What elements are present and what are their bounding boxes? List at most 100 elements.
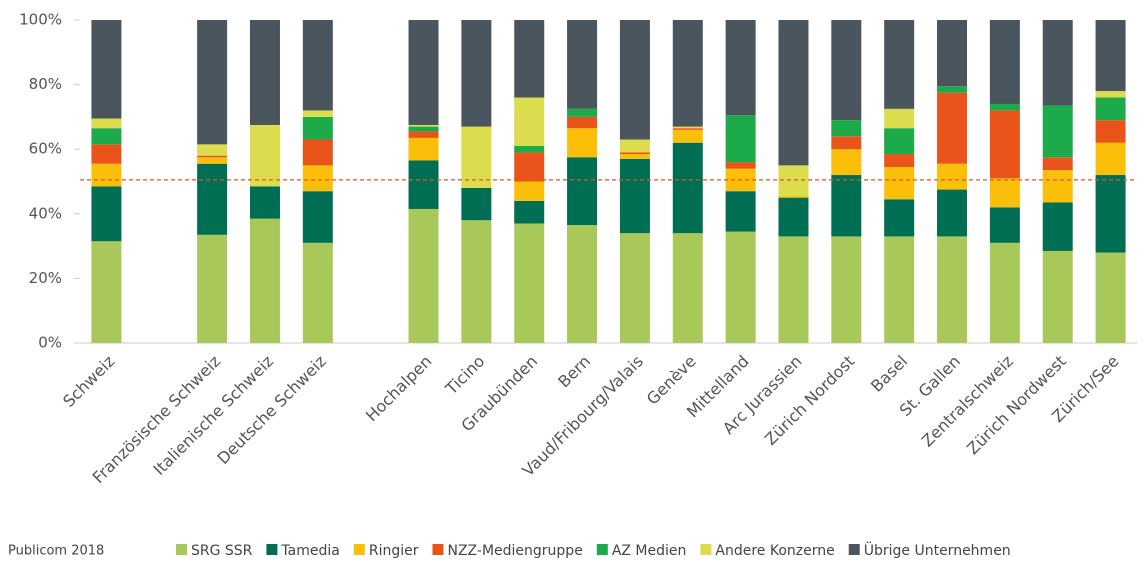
legend-swatch xyxy=(266,544,278,555)
bar-segment xyxy=(725,231,756,343)
bar-segment xyxy=(1095,142,1126,176)
bar-segment xyxy=(461,220,492,343)
bar-segment xyxy=(1042,157,1073,171)
legend-label: Übrige Unternehmen xyxy=(864,541,1011,559)
bar-segment xyxy=(302,242,333,343)
y-tick-label: 0% xyxy=(38,334,62,352)
bar-segment xyxy=(937,86,968,93)
bar-segment xyxy=(567,225,598,343)
bar-segment xyxy=(514,181,545,201)
y-tick-label: 100% xyxy=(19,11,62,29)
bar-segment xyxy=(1042,250,1073,343)
bar-segment xyxy=(831,120,862,137)
x-tick-label: Ticino xyxy=(441,352,488,399)
legend-swatch xyxy=(848,544,860,555)
bar-segment xyxy=(619,152,650,155)
bar-segment xyxy=(884,154,915,167)
legend-label: AZ Medien xyxy=(612,543,687,559)
bar-segment xyxy=(567,20,598,109)
bar-segment xyxy=(831,175,862,237)
bar-segment xyxy=(1095,175,1126,253)
bar-segment xyxy=(514,152,545,182)
x-tick-label: Zürich Nordost xyxy=(761,352,858,449)
bar-segment xyxy=(725,115,756,163)
bar-segment xyxy=(619,233,650,343)
bar-segment xyxy=(197,144,228,156)
bar-segment xyxy=(672,129,703,143)
x-tick-label: Hochalpen xyxy=(362,352,436,426)
legend-swatch xyxy=(353,544,365,555)
bar-segment xyxy=(302,139,333,166)
bar-segment xyxy=(249,218,280,343)
bar-segment xyxy=(778,236,809,343)
bar-segment xyxy=(1042,105,1073,158)
bar-segment xyxy=(831,136,862,150)
bar-segment xyxy=(197,163,228,235)
bar-segment xyxy=(989,103,1020,111)
y-tick-label: 20% xyxy=(29,269,62,287)
legend-label: Ringier xyxy=(369,543,419,559)
x-tick-label: Bern xyxy=(554,352,594,392)
bar-segment xyxy=(91,20,122,119)
bar-segment xyxy=(1042,20,1073,106)
bar-segment xyxy=(197,155,228,158)
bar-segment xyxy=(461,20,492,127)
bar-segment xyxy=(672,20,703,127)
bar-segment xyxy=(408,131,439,138)
bar-segment xyxy=(884,236,915,343)
legend-swatch xyxy=(596,544,608,555)
bar-segment xyxy=(884,166,915,200)
y-tick-label: 80% xyxy=(29,75,62,93)
bar-segment xyxy=(461,126,492,188)
bar-segment xyxy=(884,199,915,237)
bar-segment xyxy=(989,242,1020,343)
bar-segment xyxy=(302,165,333,192)
bar-segment xyxy=(831,20,862,121)
y-tick-label: 60% xyxy=(29,140,62,158)
bar-segment xyxy=(937,163,968,190)
bar-segment xyxy=(249,186,280,219)
bar-segment xyxy=(1095,97,1126,121)
bar-segment xyxy=(197,20,228,145)
bar-segment xyxy=(514,200,545,224)
bar-segment xyxy=(725,191,756,232)
bar-segment xyxy=(1042,170,1073,203)
bar-segment xyxy=(778,196,809,198)
x-tick-label: Basel xyxy=(867,352,911,396)
bar-segment xyxy=(672,126,703,129)
bar-segment xyxy=(91,186,122,242)
bar-segment xyxy=(989,110,1020,179)
bar-segment xyxy=(831,236,862,343)
bar-segment xyxy=(408,208,439,343)
bar-segment xyxy=(1095,20,1126,92)
bar-segment xyxy=(408,137,439,161)
bar-segment xyxy=(619,154,650,159)
bar-segment xyxy=(302,20,333,111)
bar-segment xyxy=(197,157,228,164)
x-tick-label: Zentralschweiz xyxy=(918,352,1017,451)
bar-segment xyxy=(408,20,439,125)
bar-segment xyxy=(461,187,492,221)
bar-segment xyxy=(778,165,809,197)
bar-segment xyxy=(884,108,915,129)
legend-swatch xyxy=(700,544,712,555)
bar-segment xyxy=(989,207,1020,243)
legend-label: SRG SSR xyxy=(191,543,253,559)
bar-segment xyxy=(884,20,915,109)
bar-segment xyxy=(884,128,915,155)
bar-segment xyxy=(91,128,122,145)
bar-segment xyxy=(302,116,333,140)
legend-label: NZZ-Mediengruppe xyxy=(447,543,582,559)
bar-segment xyxy=(1095,91,1126,98)
y-tick-label: 40% xyxy=(29,204,62,222)
bar-segment xyxy=(619,158,650,234)
bar-segment xyxy=(408,160,439,209)
bar-segment xyxy=(408,124,439,127)
bar-segment xyxy=(619,20,650,140)
legend-swatch xyxy=(176,544,187,555)
bar-segment xyxy=(619,139,650,153)
bar-segment xyxy=(249,20,280,125)
bar-segment xyxy=(989,20,1020,104)
bar-segment xyxy=(937,236,968,343)
